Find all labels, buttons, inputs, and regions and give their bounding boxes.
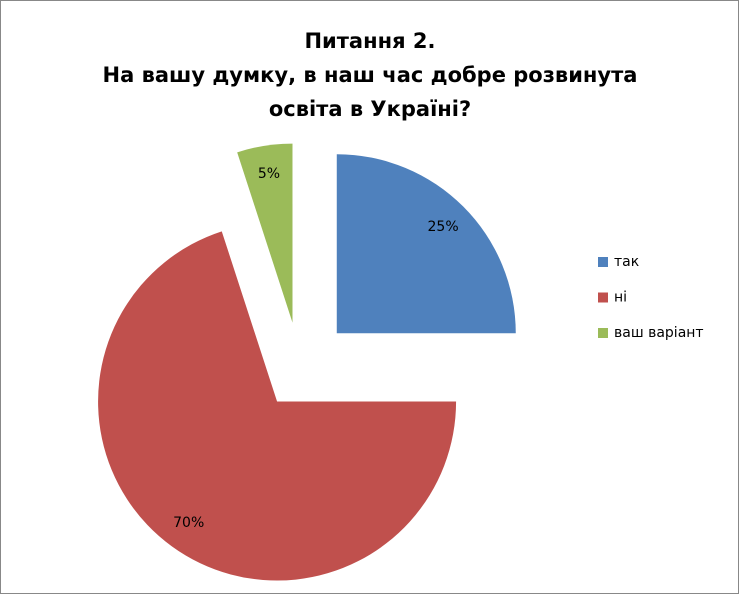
chart-title: На вашу думку, в наш час добре розвинута [103,63,638,87]
legend-swatch [598,257,608,267]
pie-slice [98,231,457,581]
data-label: 70% [173,515,204,531]
legend-swatch [598,292,608,303]
data-label: 25% [428,219,459,235]
legend-swatch [598,328,608,338]
legend-label: ні [614,290,627,306]
chart-title: освіта в Україні? [269,97,471,121]
legend-label: ваш варіант [614,325,704,341]
legend-label: так [614,254,639,270]
chart-title: Питання 2. [304,29,435,53]
pie-slice [237,143,293,323]
data-label: 5% [258,166,280,182]
pie-slice [336,154,516,334]
